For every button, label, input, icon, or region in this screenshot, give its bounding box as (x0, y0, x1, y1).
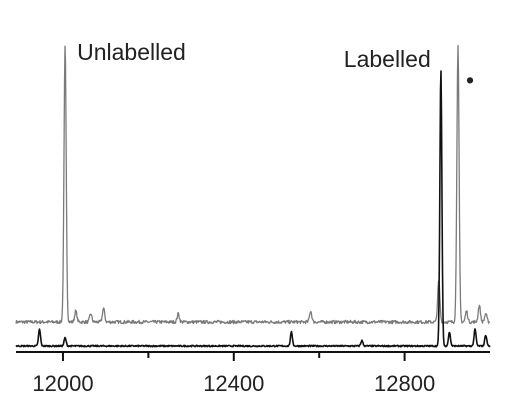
annotation-1: Labelled (344, 46, 431, 72)
x-tick-label-2: 12800 (374, 371, 435, 396)
tick-layer: 12000 12400 12800 (32, 352, 435, 396)
annotation-layer: Unlabelled Labelled • (77, 39, 474, 93)
series-layer (15, 44, 491, 348)
series-line-1 (15, 70, 491, 348)
series-line-0 (15, 44, 491, 325)
annotation-0: Unlabelled (77, 39, 186, 65)
annotation-2: • (466, 67, 474, 93)
x-tick-label-1: 12400 (203, 371, 264, 396)
x-tick-label-0: 12000 (32, 371, 93, 396)
